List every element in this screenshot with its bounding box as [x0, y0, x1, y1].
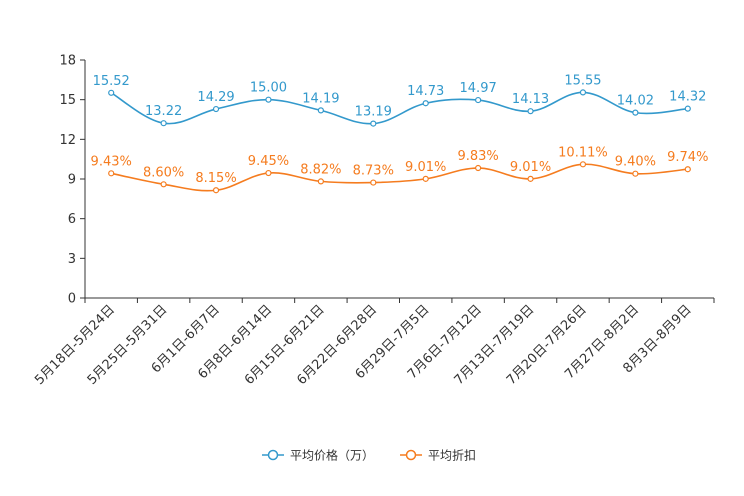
data-point[interactable]	[212, 187, 220, 194]
legend-marker-icon	[267, 449, 279, 461]
data-label: 14.19	[302, 91, 339, 106]
data-label: 14.32	[669, 90, 706, 105]
data-point[interactable]	[475, 96, 482, 104]
series-0: 15.52 13.22 14.29 15.00 14.19 13.19 14.73 14.97…	[93, 73, 706, 127]
series-layer: 15.52 13.22 14.29 15.00 14.19 13.19 14.73 14.97…	[91, 73, 708, 194]
data-point[interactable]	[632, 170, 639, 177]
data-label: 13.22	[145, 104, 182, 119]
y-tick-label: 0	[68, 292, 76, 307]
y-tick-label: 9	[68, 173, 76, 188]
data-label: 8.82%	[300, 162, 341, 177]
data-point[interactable]	[422, 175, 429, 182]
series-1: 9.43% 8.60% 8.15% 9.45% 8.82% 8.73% 9.01% 9.83%…	[91, 145, 708, 194]
data-point[interactable]	[579, 161, 587, 168]
data-label: 9.01%	[510, 160, 551, 175]
data-label: 8.60%	[143, 165, 184, 180]
data-label: 15.00	[250, 81, 287, 96]
data-label: 14.73	[407, 84, 444, 99]
data-point[interactable]	[475, 164, 482, 172]
y-tick-label: 6	[68, 212, 76, 227]
data-point[interactable]	[527, 175, 534, 182]
data-point[interactable]	[317, 107, 324, 114]
data-label: 9.45%	[248, 154, 289, 169]
data-label: 14.29	[197, 90, 234, 105]
data-point[interactable]	[632, 109, 639, 116]
data-point[interactable]	[579, 89, 587, 96]
data-label: 15.52	[93, 74, 130, 89]
data-label: 9.01%	[405, 160, 446, 175]
data-label: 8.15%	[195, 171, 236, 186]
data-point[interactable]	[212, 105, 220, 113]
series-line	[110, 91, 688, 125]
data-label: 9.43%	[91, 154, 132, 169]
y-tick-label: 3	[68, 252, 76, 267]
data-point[interactable]	[422, 100, 429, 107]
y-tick-label: 15	[59, 93, 76, 108]
data-label: 8.73%	[353, 164, 394, 179]
data-label: 9.74%	[667, 150, 708, 165]
legend-item-1[interactable]: 平均折扣	[400, 448, 476, 463]
data-point[interactable]	[108, 170, 115, 177]
legend-label: 平均折扣	[428, 448, 476, 463]
data-point[interactable]	[370, 120, 377, 127]
data-point[interactable]	[108, 89, 115, 96]
legend-label: 平均价格（万）	[290, 448, 374, 463]
data-label: 15.55	[564, 73, 601, 88]
data-label: 14.97	[460, 81, 497, 96]
data-label: 14.02	[617, 94, 654, 109]
data-label: 9.83%	[457, 149, 498, 164]
data-point[interactable]	[265, 169, 272, 177]
y-tick-label: 12	[59, 133, 76, 148]
legend-item-0[interactable]: 平均价格（万）	[262, 448, 374, 463]
legend-marker-icon	[405, 449, 417, 461]
y-tick-label: 18	[59, 54, 76, 69]
series-line	[111, 163, 688, 192]
data-label: 10.11%	[558, 145, 608, 160]
data-label: 9.40%	[615, 155, 656, 170]
data-point[interactable]	[684, 105, 691, 112]
data-point[interactable]	[160, 181, 167, 188]
data-point[interactable]	[317, 178, 324, 185]
data-point[interactable]	[527, 108, 534, 115]
data-point[interactable]	[160, 120, 167, 127]
legend[interactable]: 平均价格（万） 平均折扣	[262, 448, 476, 463]
data-point[interactable]	[684, 166, 691, 173]
data-label: 13.19	[355, 105, 392, 120]
data-label: 14.13	[512, 92, 549, 107]
data-point[interactable]	[370, 179, 377, 186]
data-point[interactable]	[265, 96, 272, 103]
